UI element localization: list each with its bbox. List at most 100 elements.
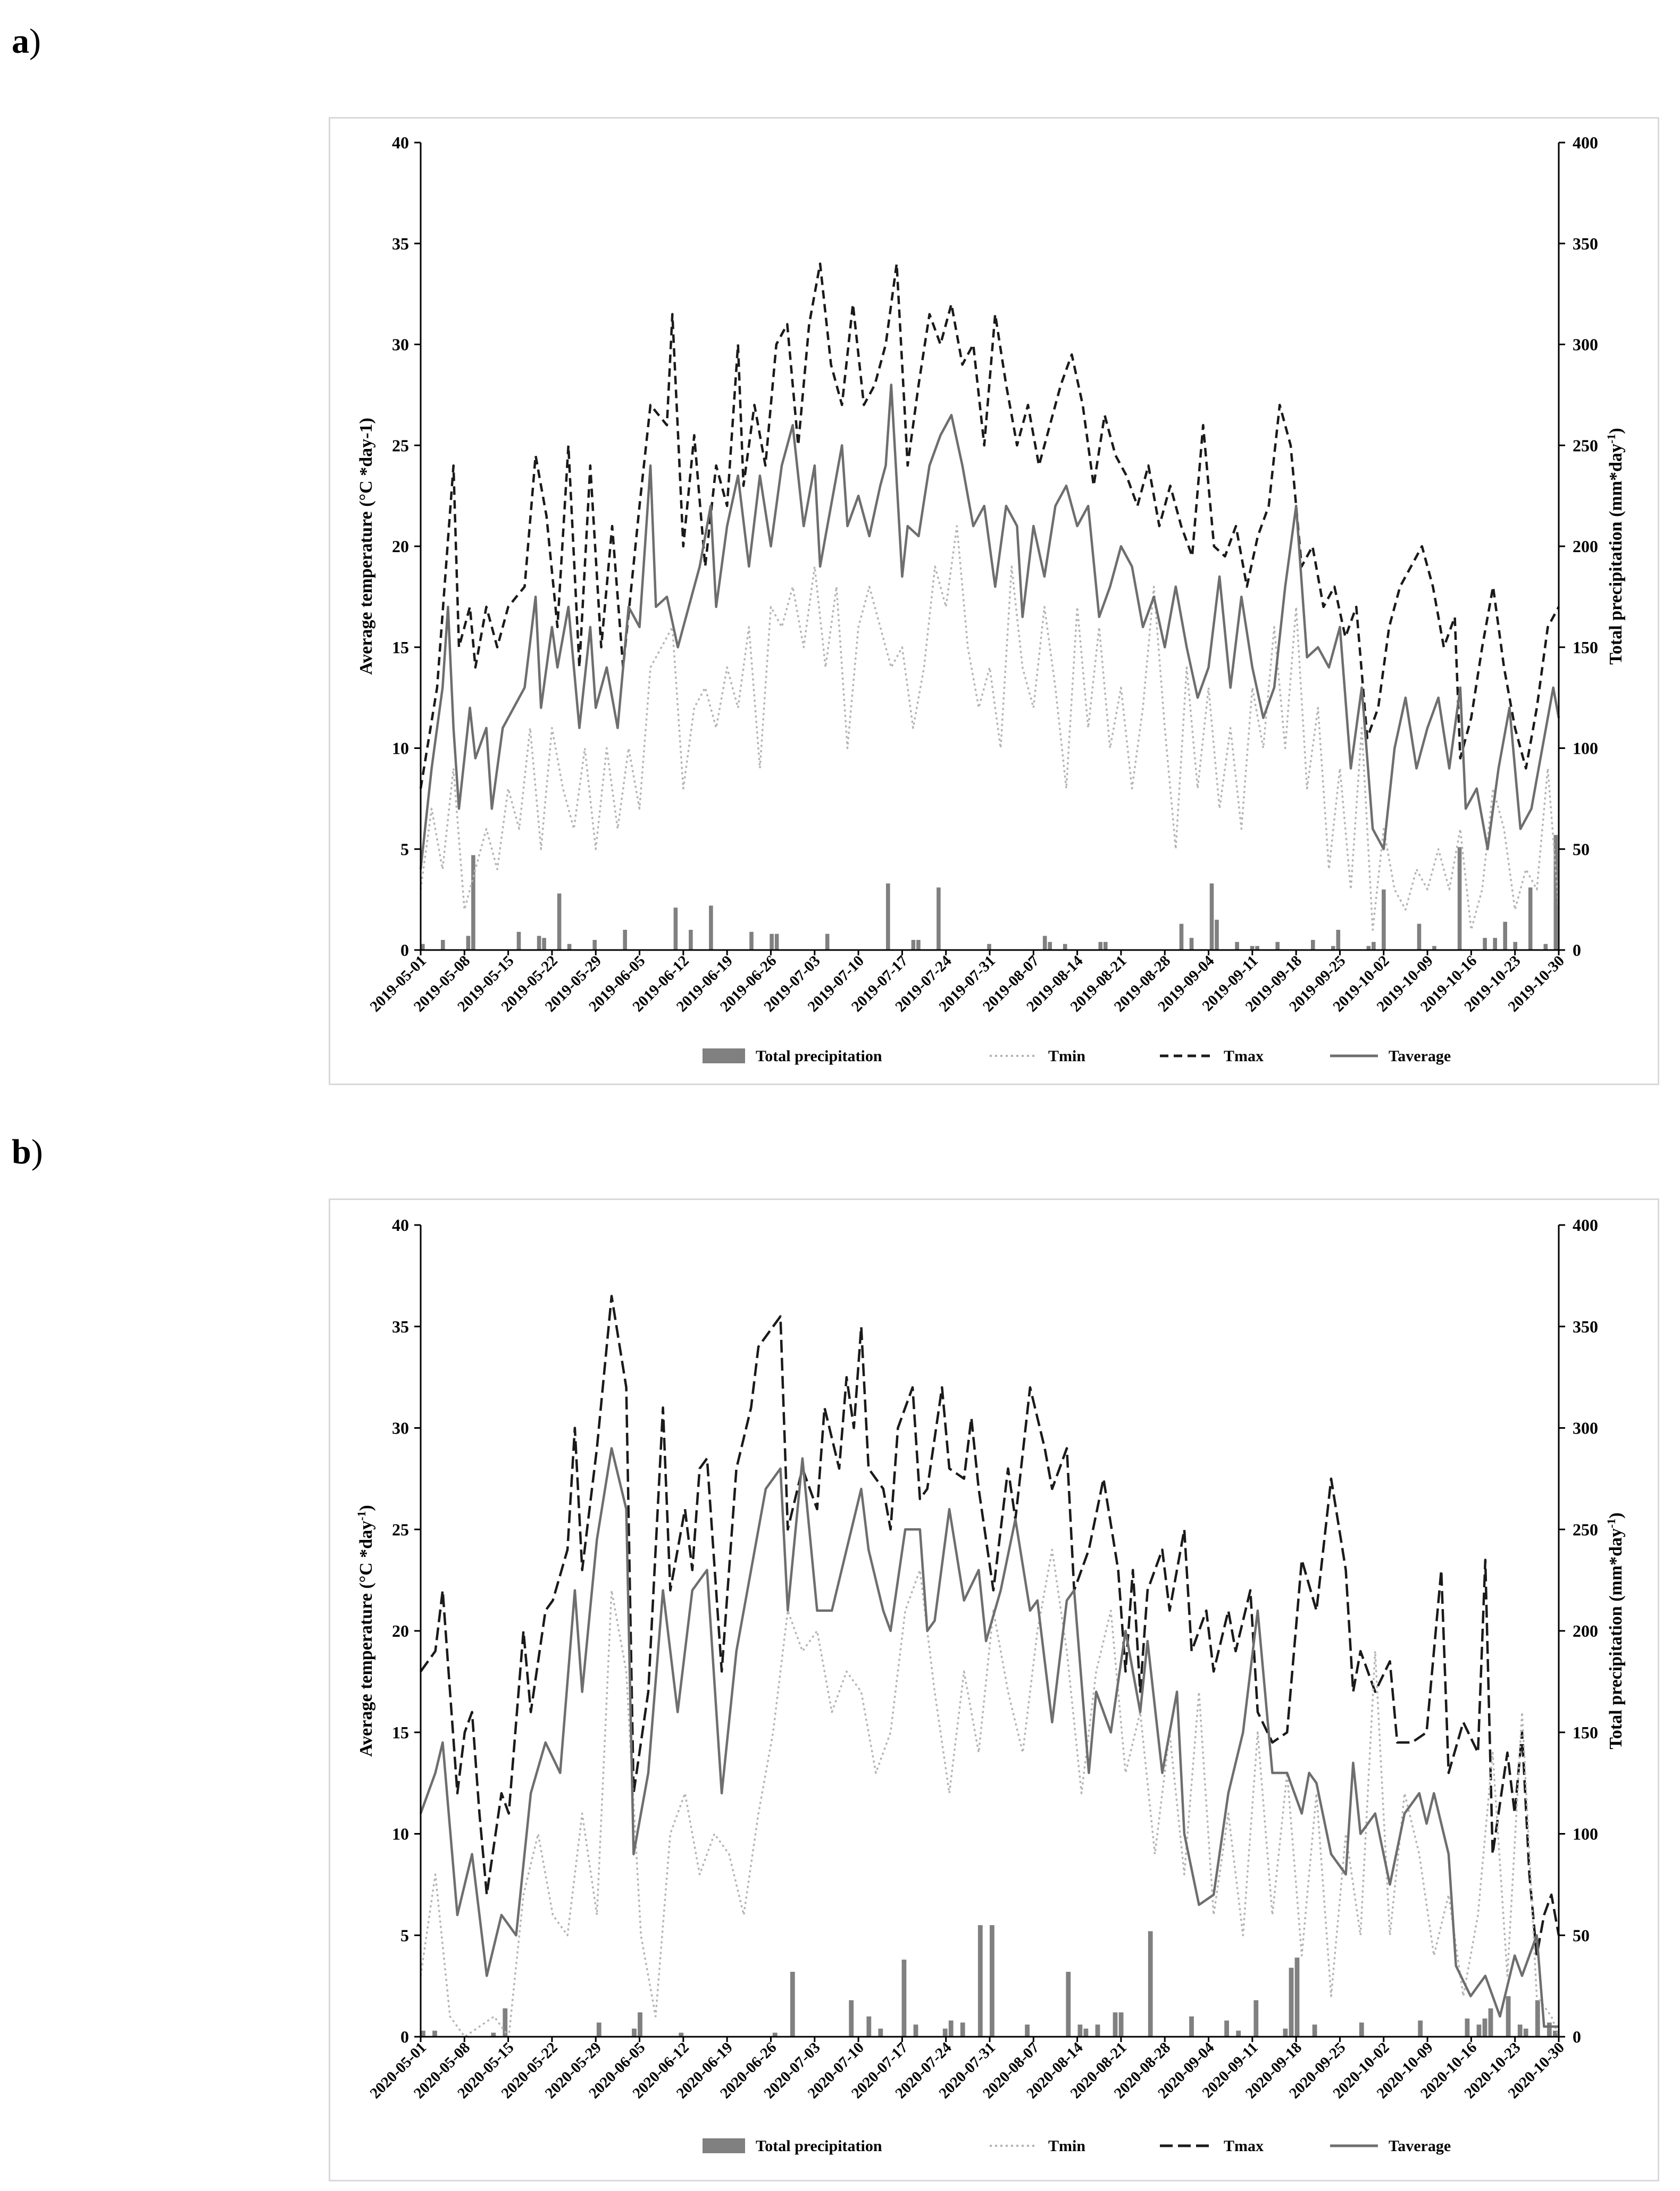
precipitation-bar: [1488, 2008, 1493, 2037]
chart-a: 0510152025303540050100150200250300350400…: [356, 133, 1626, 1065]
precipitation-bar: [1048, 942, 1052, 950]
precipitation-bar: [673, 907, 678, 950]
y2-tick-label: 150: [1573, 1723, 1598, 1742]
y2-tick-label: 50: [1573, 839, 1590, 859]
y2-tick-label: 100: [1573, 1825, 1598, 1844]
legend-swatch-precipitation: [703, 2138, 745, 2153]
y2-tick-label: 50: [1573, 1926, 1590, 1945]
y-tick-label: 40: [392, 1215, 409, 1235]
y2-axis-title-end: ): [1606, 428, 1626, 434]
precipitation-bar: [1336, 930, 1341, 950]
series-line-tmin: [420, 1548, 1560, 2038]
precipitation-bar: [942, 2028, 948, 2037]
precipitation-bar: [948, 2020, 954, 2037]
y2-tick-label: 200: [1573, 537, 1598, 556]
y-axis-title-main: Average temperature (°C *day: [356, 1521, 376, 1757]
precipitation-bar: [990, 1925, 994, 2037]
precipitation-bar: [709, 905, 713, 950]
y2-axis-title-sup: -1: [1604, 434, 1618, 444]
precipitation-bar: [596, 2022, 601, 2037]
series-line-tmax: [420, 1295, 1560, 1957]
precipitation-bar: [1148, 1931, 1153, 2037]
y-tick-label: 0: [400, 940, 409, 960]
y2-axis-title-main: Total precipitation (mm*day: [1606, 444, 1626, 665]
precipitation-bar: [1283, 2028, 1288, 2037]
precipitation-bar: [1066, 1971, 1071, 2037]
series-line-taverage: [419, 384, 1560, 870]
precipitation-bar: [1253, 2000, 1259, 2037]
precipitation-bar: [432, 2030, 437, 2037]
legend-label-precipitation: Total precipitation: [756, 2137, 882, 2155]
precipitation-bar: [537, 936, 541, 950]
precipitation-bar: [1118, 2012, 1124, 2037]
y-tick-label: 5: [400, 1926, 409, 1945]
precipitation-bar: [1372, 942, 1376, 950]
y2-tick-label: 150: [1573, 638, 1598, 657]
y2-tick-label: 350: [1573, 1317, 1598, 1336]
precipitation-bar: [1098, 942, 1103, 950]
precipitation-bar: [1493, 938, 1497, 950]
precipitation-bar: [466, 936, 471, 950]
precipitation-bar: [772, 2032, 778, 2037]
y2-axis-title: Total precipitation (mm*day-1): [1604, 1512, 1626, 1749]
precipitation-bar: [1209, 883, 1214, 950]
precipitation-bar: [1432, 946, 1436, 950]
precipitation-bar: [901, 1960, 907, 2037]
y2-tick-label: 100: [1573, 739, 1598, 758]
precipitation-bar: [1553, 2030, 1558, 2037]
precipitation-bar: [638, 2012, 642, 2037]
precipitation-bar: [1465, 2018, 1470, 2037]
series-line-taverage: [419, 1447, 1559, 2028]
precipitation-bar: [567, 944, 572, 950]
y-tick-label: 10: [392, 739, 409, 758]
precipitation-bar: [542, 938, 546, 950]
precipitation-bar: [1359, 2022, 1364, 2037]
precipitation-bar: [774, 934, 779, 950]
y-tick-label: 25: [392, 436, 409, 455]
precipitation-bar: [1476, 2025, 1482, 2037]
legend-label-tmin: Tmin: [1048, 2137, 1085, 2155]
precipitation-bar: [441, 940, 445, 950]
precipitation-bar: [977, 1925, 983, 2037]
panel-label-a: a): [12, 22, 41, 61]
precipitation-bar: [516, 931, 521, 950]
chart-frame-a: 0 5 10 15 20 25 30 35 40 0 50 100 150 200 250 300 350 400…: [329, 117, 1659, 1085]
y2-tick-label: 400: [1573, 1215, 1598, 1235]
precipitation-bar: [1506, 1996, 1511, 2037]
precipitation-bar: [1553, 835, 1558, 950]
y-tick-label: 25: [392, 1520, 409, 1539]
y2-tick-label: 0: [1573, 940, 1581, 960]
precipitation-bar: [825, 934, 830, 950]
precipitation-bar: [911, 940, 916, 950]
y2-tick-label: 200: [1573, 1621, 1598, 1640]
y2-tick-label: 250: [1573, 436, 1598, 455]
precipitation-bar: [866, 2016, 872, 2037]
y-tick-label: 30: [392, 1419, 409, 1438]
precipitation-bar: [1294, 1957, 1300, 2037]
y-tick-label: 20: [392, 537, 409, 556]
precipitation-bar: [1513, 942, 1517, 950]
precipitation-bar: [1179, 923, 1184, 950]
precipitation-bar: [1235, 942, 1239, 950]
precipitation-bar: [1042, 936, 1047, 950]
precipitation-bar: [1189, 938, 1194, 950]
y2-tick-label: 300: [1573, 335, 1598, 354]
precipitation-bar: [960, 2022, 965, 2037]
precipitation-bar: [1250, 946, 1255, 950]
legend-label-tmin: Tmin: [1048, 1047, 1085, 1065]
chart-frame-b: 0 5 10 15 20 25 30 35 40 0 50 100 150 200 250 300 350 400…: [329, 1198, 1659, 2181]
precipitation-bar: [1224, 2020, 1229, 2037]
precipitation-bar: [1275, 942, 1280, 950]
y-axis-title-end: ): [356, 1505, 376, 1511]
panel-label-b: b): [12, 1132, 43, 1171]
legend-label-tmax: Tmax: [1224, 1047, 1264, 1065]
y2-axis-title-sup: -1: [1604, 1519, 1618, 1528]
y-tick-label: 10: [392, 1825, 409, 1844]
precipitation-bar: [592, 940, 597, 950]
precipitation-bar: [1255, 946, 1259, 950]
series-line-tmin: [420, 525, 1560, 931]
precipitation-bar: [491, 2032, 496, 2037]
precipitation-bar: [1547, 2022, 1552, 2037]
y-tick-label: 40: [392, 133, 409, 152]
y-tick-label: 5: [400, 839, 409, 859]
